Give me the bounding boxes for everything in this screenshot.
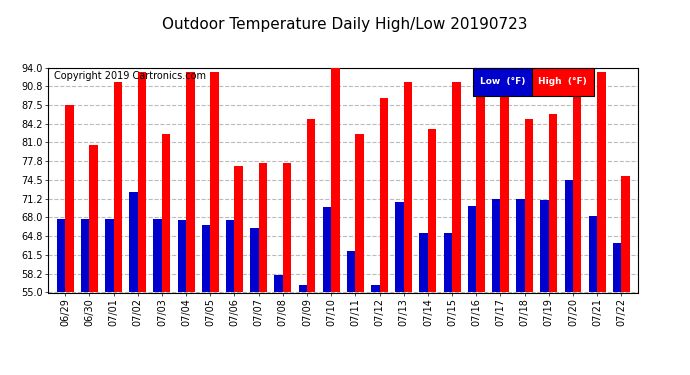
Bar <box>299 285 307 292</box>
Bar <box>90 145 98 292</box>
Bar <box>404 82 412 292</box>
Bar <box>380 98 388 292</box>
Bar <box>57 219 66 292</box>
Bar <box>444 233 452 292</box>
Text: Low  (°F): Low (°F) <box>480 77 525 86</box>
Bar <box>105 219 114 292</box>
Bar <box>259 163 267 292</box>
Bar <box>186 72 195 292</box>
Bar <box>355 134 364 292</box>
Bar <box>153 219 162 292</box>
Bar <box>66 105 74 292</box>
Bar <box>428 129 436 292</box>
Bar <box>331 67 339 292</box>
Text: Copyright 2019 Cartronics.com: Copyright 2019 Cartronics.com <box>55 71 206 81</box>
Bar <box>597 72 606 292</box>
Bar <box>420 233 428 292</box>
Bar <box>452 82 460 292</box>
Bar <box>202 225 210 292</box>
Bar <box>162 134 170 292</box>
Bar <box>573 72 582 292</box>
Bar <box>476 88 484 292</box>
Bar <box>307 119 315 292</box>
Bar <box>516 199 524 292</box>
Text: Outdoor Temperature Daily High/Low 20190723: Outdoor Temperature Daily High/Low 20190… <box>162 17 528 32</box>
Bar <box>275 274 283 292</box>
Bar <box>235 166 243 292</box>
Bar <box>177 220 186 292</box>
Bar <box>323 207 331 292</box>
Bar <box>621 176 630 292</box>
Bar <box>564 180 573 292</box>
Bar <box>395 202 404 292</box>
Bar <box>129 192 138 292</box>
Bar <box>226 220 235 292</box>
Bar <box>613 243 621 292</box>
Bar <box>114 82 122 292</box>
Bar <box>500 93 509 292</box>
Bar <box>138 72 146 292</box>
Bar <box>468 206 476 292</box>
Bar <box>210 72 219 292</box>
Bar <box>492 199 500 292</box>
Bar <box>250 228 259 292</box>
Bar <box>347 251 355 292</box>
Bar <box>549 114 558 292</box>
Bar <box>540 200 549 292</box>
Bar <box>283 163 291 292</box>
Bar <box>81 219 90 292</box>
Bar <box>524 119 533 292</box>
Bar <box>589 216 597 292</box>
Text: High  (°F): High (°F) <box>538 77 587 86</box>
Bar <box>371 285 380 292</box>
